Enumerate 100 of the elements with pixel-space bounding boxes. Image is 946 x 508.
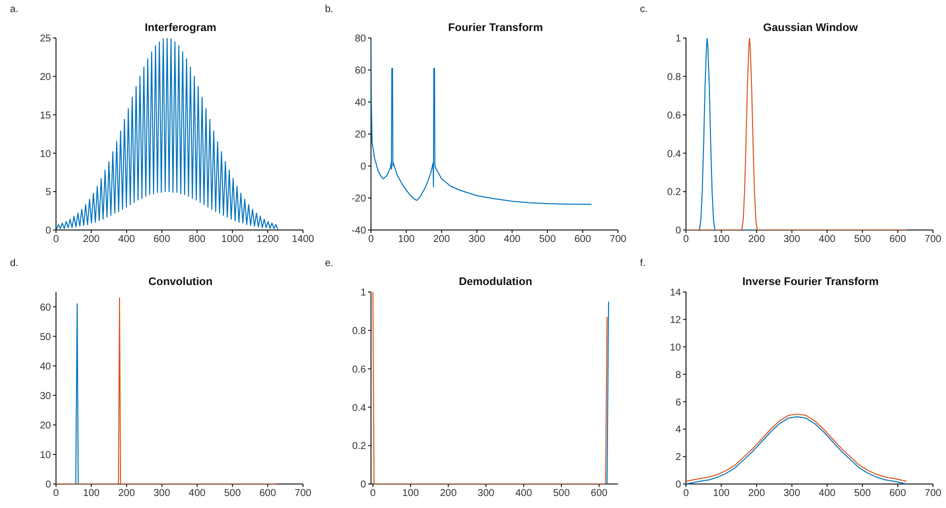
y-tick-label: 8: [675, 370, 682, 381]
y-tick-label: 0.8: [352, 326, 366, 337]
x-tick-label: 600: [590, 488, 608, 500]
x-tick-label: 200: [433, 234, 450, 246]
y-tick-label: 6: [675, 397, 682, 408]
x-tick-label: 0: [53, 234, 60, 246]
y-tick-label: 2: [675, 452, 682, 464]
y-tick-label: 1: [360, 288, 366, 299]
y-tick-label: 0.6: [352, 364, 366, 376]
y-tick-label: -20: [352, 194, 366, 205]
y-tick-label: 0: [45, 226, 52, 237]
x-tick-label: 200: [748, 488, 766, 500]
y-tick-label: 30: [40, 390, 52, 402]
y-tick-label: 4: [675, 424, 682, 436]
x-tick-label: 0: [683, 234, 690, 246]
chart-title: Interferogram: [144, 22, 218, 34]
y-tick-label: 25: [40, 34, 52, 45]
y-tick-label: 50: [40, 332, 52, 343]
text: b.: [325, 4, 334, 15]
y-tick-label: 15: [40, 110, 52, 122]
y-tick-label: 0.4: [667, 148, 682, 160]
text: d.: [10, 258, 18, 269]
x-tick-label: 300: [784, 488, 801, 500]
x-tick-label: 300: [784, 234, 801, 246]
y-tick-label: 0: [675, 226, 682, 237]
y-tick-label: 20: [40, 72, 52, 83]
chart-title: Fourier Transform: [447, 22, 544, 34]
x-tick-label: 100: [82, 488, 100, 500]
x-tick-label: 500: [553, 488, 570, 500]
x-tick-label: 400: [188, 488, 206, 500]
x-tick-label: 700: [924, 234, 942, 246]
x-tick-label: 400: [818, 488, 836, 500]
text: e.: [325, 258, 334, 269]
x-tick-label: 700: [294, 488, 312, 500]
x-tick-label: 300: [478, 488, 495, 500]
text: f.: [640, 258, 646, 269]
y-tick-label: 10: [40, 148, 52, 160]
y-tick-label: 0.8: [667, 72, 682, 83]
x-tick-label: 400: [515, 488, 533, 500]
x-tick-label: 100: [402, 488, 420, 500]
y-tick-label: 5: [45, 187, 52, 198]
x-tick-label: 200: [118, 488, 136, 500]
y-tick-label: 0.2: [667, 187, 682, 198]
y-tick-label: 0.6: [667, 110, 682, 122]
y-tick-label: 0: [45, 480, 52, 491]
y-tick-label: 14: [670, 288, 682, 299]
y-tick-label: 10: [670, 342, 682, 354]
text: c.: [640, 4, 648, 15]
x-tick-label: 400: [504, 234, 521, 246]
x-tick-label: 1200: [256, 234, 280, 246]
line-series: [371, 40, 592, 205]
x-tick-label: 700: [924, 488, 942, 500]
x-tick-label: 200: [748, 234, 766, 246]
x-tick-label: 600: [574, 234, 592, 246]
y-tick-label: 60: [40, 302, 52, 314]
x-tick-label: 100: [712, 234, 730, 246]
y-tick-label: 20: [40, 420, 52, 432]
y-tick-label: 0.2: [352, 441, 366, 452]
y-tick-label: 0: [360, 480, 366, 491]
x-tick-label: 600: [154, 234, 171, 246]
y-tick-label: 1: [675, 34, 682, 45]
x-tick-label: 500: [854, 488, 872, 500]
x-tick-label: 0: [370, 488, 376, 500]
x-tick-label: 0: [53, 488, 60, 500]
y-tick-label: 0.4: [352, 402, 366, 414]
y-tick-label: 40: [354, 98, 366, 109]
x-tick-label: 100: [712, 488, 730, 500]
x-tick-label: 500: [854, 234, 872, 246]
x-tick-label: 200: [82, 234, 100, 246]
chart-title: Gaussian Window: [762, 22, 859, 34]
text: a.: [10, 4, 18, 15]
x-tick-label: 600: [259, 488, 276, 500]
chart-title: Convolution: [147, 276, 214, 288]
y-tick-label: 40: [40, 361, 52, 372]
y-tick-label: 20: [354, 130, 366, 141]
x-tick-label: 400: [118, 234, 136, 246]
x-tick-label: 0: [683, 488, 690, 500]
x-tick-label: 1400: [292, 234, 315, 246]
x-tick-label: 800: [188, 234, 206, 246]
x-tick-label: 600: [889, 234, 906, 246]
y-tick-label: 0: [675, 480, 682, 491]
x-tick-label: 700: [610, 234, 627, 246]
y-tick-label: 12: [670, 314, 682, 326]
chart-title: Inverse Fourier Transform: [741, 276, 880, 288]
x-tick-label: 300: [154, 488, 171, 500]
x-tick-label: 600: [889, 488, 906, 500]
x-tick-label: 1000: [221, 234, 244, 246]
x-tick-label: 200: [440, 488, 458, 500]
x-tick-label: 300: [468, 234, 486, 246]
y-tick-label: 10: [40, 450, 52, 462]
chart-title: Demodulation: [458, 276, 534, 288]
x-tick-label: 100: [398, 234, 416, 246]
y-tick-label: -40: [352, 226, 366, 237]
x-tick-label: 400: [818, 234, 836, 246]
x-tick-label: 500: [539, 234, 556, 246]
y-tick-label: 80: [354, 34, 366, 45]
y-tick-label: 0: [360, 162, 366, 173]
y-tick-label: 60: [354, 66, 366, 77]
x-tick-label: 500: [224, 488, 242, 500]
x-tick-label: 0: [368, 234, 374, 246]
